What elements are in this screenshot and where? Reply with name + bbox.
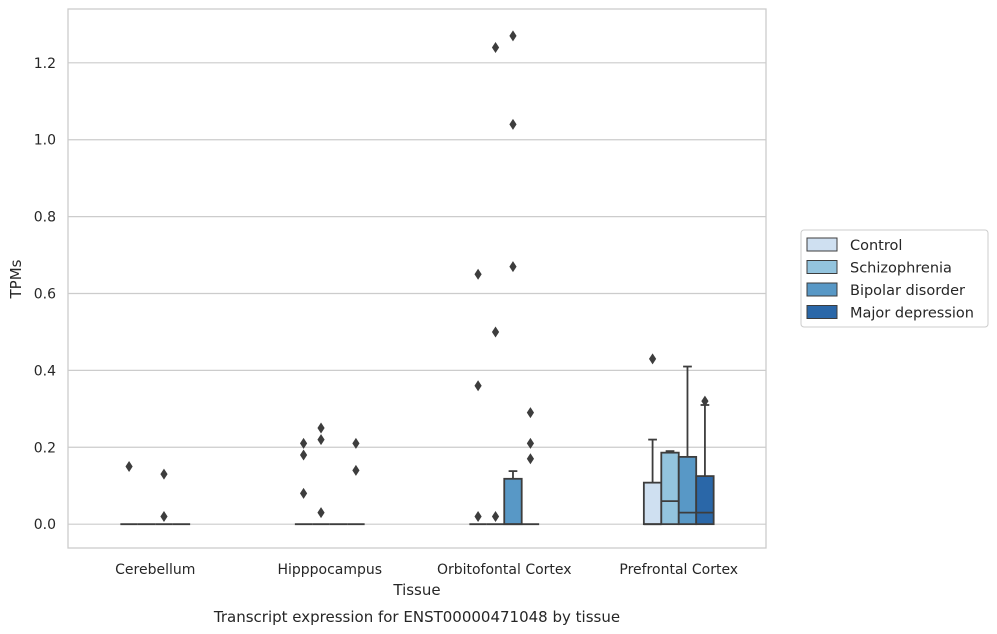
x-tick-label: Cerebellum	[115, 562, 195, 578]
chart-caption: Transcript expression for ENST0000047104…	[213, 608, 620, 626]
outlier-point	[648, 353, 657, 365]
y-tick-label: 0.6	[34, 286, 56, 302]
box-2-2	[503, 30, 523, 526]
outlier-point	[299, 449, 308, 461]
plot-frame	[67, 8, 767, 549]
legend-label: Schizophrenia	[850, 261, 952, 277]
x-tick-label: Prefrontal Cortex	[619, 562, 738, 578]
grid-lines	[68, 62, 766, 525]
legend-frame	[800, 229, 989, 328]
y-tick-label: 0.8	[34, 210, 56, 226]
box	[660, 451, 680, 526]
y-tick-label: 0.4	[34, 363, 56, 379]
outlier-point	[317, 434, 325, 446]
outlier-point	[509, 261, 517, 273]
outlier-point	[526, 453, 535, 465]
legend-swatch	[806, 260, 838, 274]
box-0-2	[155, 468, 173, 526]
legend-swatch	[806, 282, 838, 297]
y-tick-label: 0.0	[34, 517, 56, 533]
box-1-3	[347, 437, 365, 526]
outlier-point	[491, 41, 500, 53]
box-2-3	[521, 407, 540, 526]
box	[503, 477, 523, 526]
outlier-point	[299, 437, 308, 449]
outlier-point	[352, 437, 360, 449]
legend-swatch	[806, 237, 838, 252]
outlier-point	[352, 464, 360, 476]
y-tick-label: 1.0	[34, 133, 56, 149]
outlier-point	[474, 380, 482, 392]
box-2-1	[486, 41, 505, 526]
box	[695, 475, 715, 526]
legend-label: Bipolar disorder	[850, 283, 965, 299]
box-3-1	[660, 450, 680, 526]
box-0-0	[120, 460, 138, 526]
outlier-point	[125, 460, 133, 472]
legend-label: Control	[850, 238, 902, 254]
box-1-1	[312, 422, 330, 526]
outlier-point	[526, 407, 535, 419]
outlier-point	[160, 510, 168, 522]
y-tick-label: 1.2	[34, 56, 56, 72]
legend: Control Schizophrenia Bipolar disorder Majo…	[800, 229, 989, 328]
box-3-3	[695, 395, 715, 526]
y-axis-title: TPMs	[7, 259, 25, 299]
box	[642, 481, 663, 526]
box-1-0	[294, 437, 313, 526]
outlier-point	[317, 422, 325, 434]
y-tick-labels: 0.0 0.2 0.4 0.6 0.8 1.0 1.2	[34, 56, 56, 533]
outlier-point	[160, 468, 168, 480]
outlier-point	[299, 487, 308, 499]
outlier-point	[701, 395, 709, 407]
y-tick-label: 0.2	[34, 440, 56, 456]
outlier-point	[474, 268, 482, 280]
box-series	[120, 30, 715, 526]
box-3-2	[677, 365, 698, 526]
legend-swatch	[806, 305, 838, 319]
outlier-point	[509, 118, 517, 130]
outlier-point	[491, 326, 500, 338]
outlier-point	[474, 510, 482, 522]
x-axis-title: Tissue	[392, 581, 440, 599]
outlier-point	[509, 30, 517, 42]
x-tick-label: Hipppocampus	[277, 562, 382, 578]
legend-label: Major depression	[850, 306, 974, 322]
outlier-point	[491, 510, 500, 522]
outlier-point	[317, 507, 325, 519]
box	[677, 455, 698, 526]
outlier-point	[526, 437, 535, 449]
x-tick-label: Orbitofontal Cortex	[437, 562, 572, 578]
x-tick-labels: Cerebellum Hipppocampus Orbitofontal Corte…	[115, 562, 738, 578]
box-2-0	[469, 268, 487, 526]
box-3-0	[642, 353, 663, 526]
